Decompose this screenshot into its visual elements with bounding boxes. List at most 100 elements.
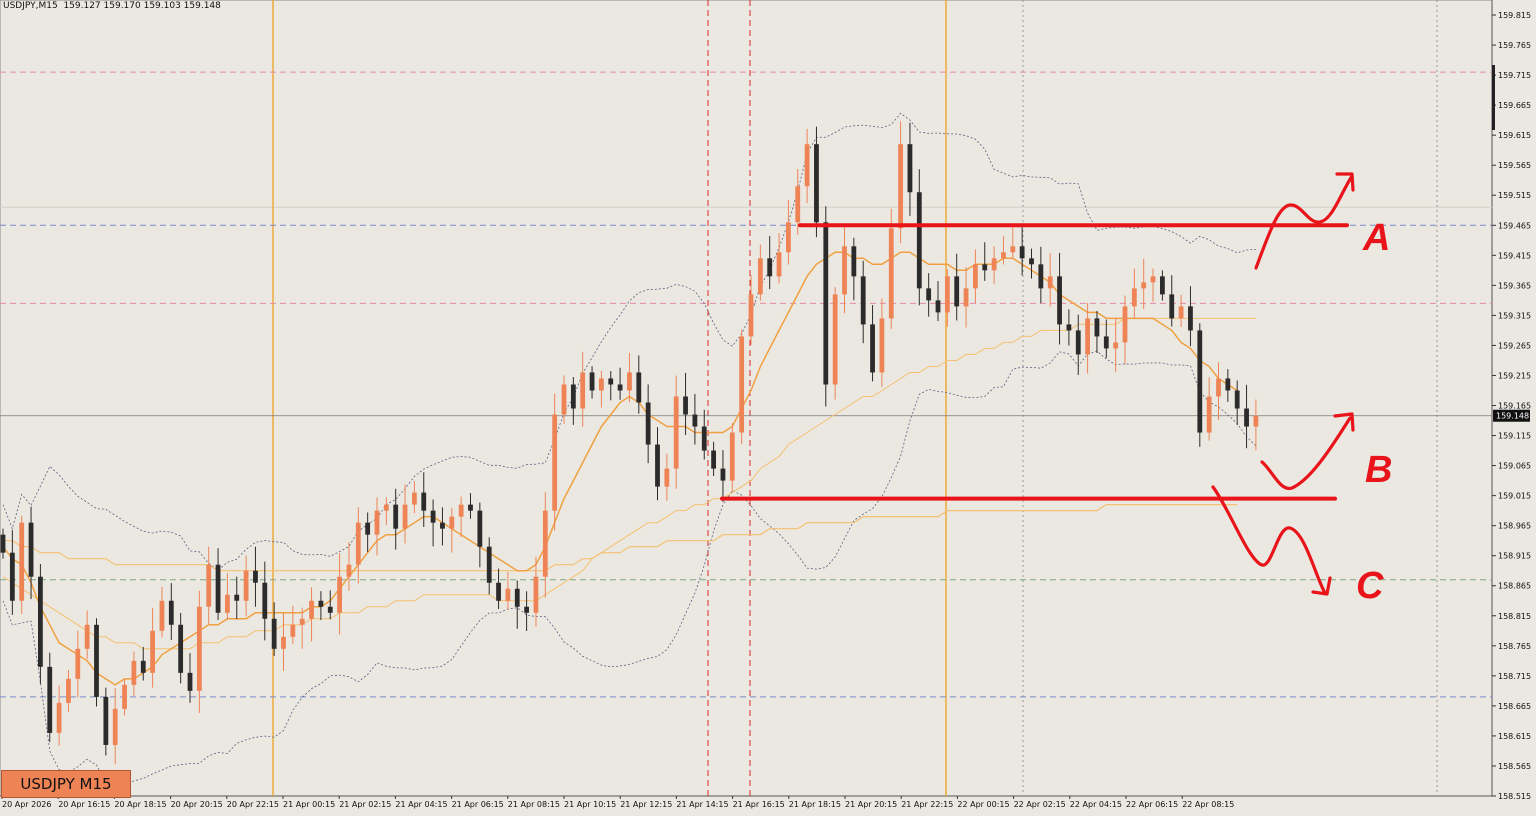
- bull-candle: [505, 588, 511, 601]
- scenario-label-c: C: [1356, 565, 1384, 607]
- price-tick-label: 158.515: [1498, 792, 1531, 801]
- bear-candle: [1094, 318, 1100, 337]
- bull-candle: [1216, 378, 1221, 397]
- time-tick-label: 22 Apr 06:15: [1126, 800, 1178, 809]
- bull-candle: [374, 510, 380, 535]
- bull-candle: [355, 522, 361, 565]
- candles: [0, 121, 1259, 765]
- bear-candle: [589, 372, 595, 391]
- bear-candle: [187, 672, 193, 691]
- bull-candle: [56, 702, 62, 733]
- bull-candle: [412, 492, 417, 505]
- bull-candle: [449, 516, 455, 529]
- bull-candle: [879, 318, 885, 373]
- bear-candle: [683, 396, 688, 415]
- bear-candle: [982, 264, 988, 271]
- bear-candle: [655, 444, 660, 487]
- price-tick-label: 159.165: [1498, 402, 1531, 411]
- time-tick-label: 20 Apr 20:15: [171, 800, 223, 809]
- price-tick-label: 158.715: [1498, 672, 1531, 681]
- bear-candle: [692, 414, 698, 427]
- ohlc-values: 159.127 159.170 159.103 159.148: [63, 1, 221, 11]
- bull-candle: [552, 414, 558, 511]
- bear-candle: [318, 600, 324, 607]
- scenario-label-a: A: [1362, 217, 1390, 259]
- bear-candle: [1244, 408, 1249, 427]
- scenario-b-path: [1260, 416, 1352, 490]
- bollinger-lower: [2, 350, 1257, 787]
- time-tick-label: 21 Apr 20:15: [845, 800, 897, 809]
- bear-candle: [1188, 306, 1193, 331]
- scenario-c-path: [1211, 485, 1327, 595]
- bear-candle: [851, 246, 857, 277]
- bear-candle: [1066, 324, 1072, 331]
- bear-candle: [1019, 246, 1025, 259]
- time-tick-label: 21 Apr 10:15: [564, 800, 616, 809]
- bear-candle: [524, 606, 529, 613]
- scenario-c-arrowhead: [1311, 576, 1332, 596]
- bull-candle: [991, 258, 997, 271]
- bear-candle: [9, 552, 15, 601]
- bull-candle: [196, 606, 202, 691]
- bull-candle: [1150, 276, 1156, 283]
- bear-candle: [1169, 294, 1175, 319]
- price-tick-label: 159.815: [1498, 11, 1531, 20]
- bull-candle: [739, 336, 745, 433]
- bull-candle: [533, 576, 539, 613]
- axes: 159.815 159.765 159.715 159.665 159.615 159.5…: [1, 11, 1531, 809]
- bear-candle: [440, 522, 445, 529]
- price-tick-label: 159.365: [1498, 281, 1531, 290]
- current-price-box: [1493, 409, 1530, 422]
- bull-candle: [383, 504, 389, 511]
- bear-candle: [1103, 336, 1109, 349]
- bull-candle: [225, 594, 230, 613]
- bull-candle: [1047, 276, 1053, 289]
- bear-candle: [823, 222, 829, 385]
- bear-candle: [103, 696, 109, 745]
- time-tick-label: 21 Apr 16:15: [733, 800, 785, 809]
- bollinger-bands: [2, 112, 1257, 787]
- bear-candle: [907, 144, 913, 193]
- bear-candle: [636, 372, 642, 403]
- price-tick-label: 159.465: [1498, 221, 1531, 230]
- price-tick-label: 158.665: [1498, 702, 1531, 711]
- bear-candle: [1038, 264, 1044, 289]
- bull-candle: [131, 660, 137, 685]
- price-tick-label: 159.065: [1498, 462, 1531, 471]
- time-tick-label: 21 Apr 22:15: [901, 800, 953, 809]
- bear-candle: [140, 660, 146, 673]
- bear-candle: [1075, 330, 1081, 355]
- bull-candle: [84, 624, 90, 649]
- bull-candle: [1001, 252, 1006, 259]
- bull-candle: [66, 678, 71, 703]
- time-tick-label: 20 Apr 22:15: [227, 800, 279, 809]
- bear-candle: [365, 522, 371, 535]
- price-tick-label: 158.815: [1498, 612, 1531, 621]
- bull-candle: [664, 468, 670, 487]
- bull-candle: [627, 372, 632, 391]
- bull-candle: [206, 564, 212, 607]
- bear-candle: [954, 276, 960, 307]
- time-tick-label: 20 Apr 2026: [2, 800, 51, 809]
- time-tick-label: 21 Apr 00:15: [283, 800, 335, 809]
- bull-candle: [150, 630, 155, 673]
- bear-candle: [608, 378, 614, 385]
- price-tick-label: 158.865: [1498, 582, 1531, 591]
- bear-candle: [0, 534, 6, 553]
- bull-candle: [122, 684, 127, 709]
- bull-candle: [944, 276, 950, 313]
- session-lines: [272, 0, 1438, 796]
- bear-candle: [28, 522, 34, 577]
- bear-candle: [570, 384, 576, 409]
- bear-candle: [496, 582, 501, 601]
- bear-candle: [916, 192, 922, 289]
- time-tick-label: 21 Apr 06:15: [452, 800, 504, 809]
- price-tick-label: 159.415: [1498, 251, 1531, 260]
- bear-candle: [514, 588, 520, 607]
- bear-candle: [421, 492, 427, 511]
- bull-candle: [1178, 306, 1184, 319]
- bear-candle: [262, 582, 268, 619]
- bull-candle: [888, 228, 894, 319]
- time-tick-label: 21 Apr 14:15: [676, 800, 728, 809]
